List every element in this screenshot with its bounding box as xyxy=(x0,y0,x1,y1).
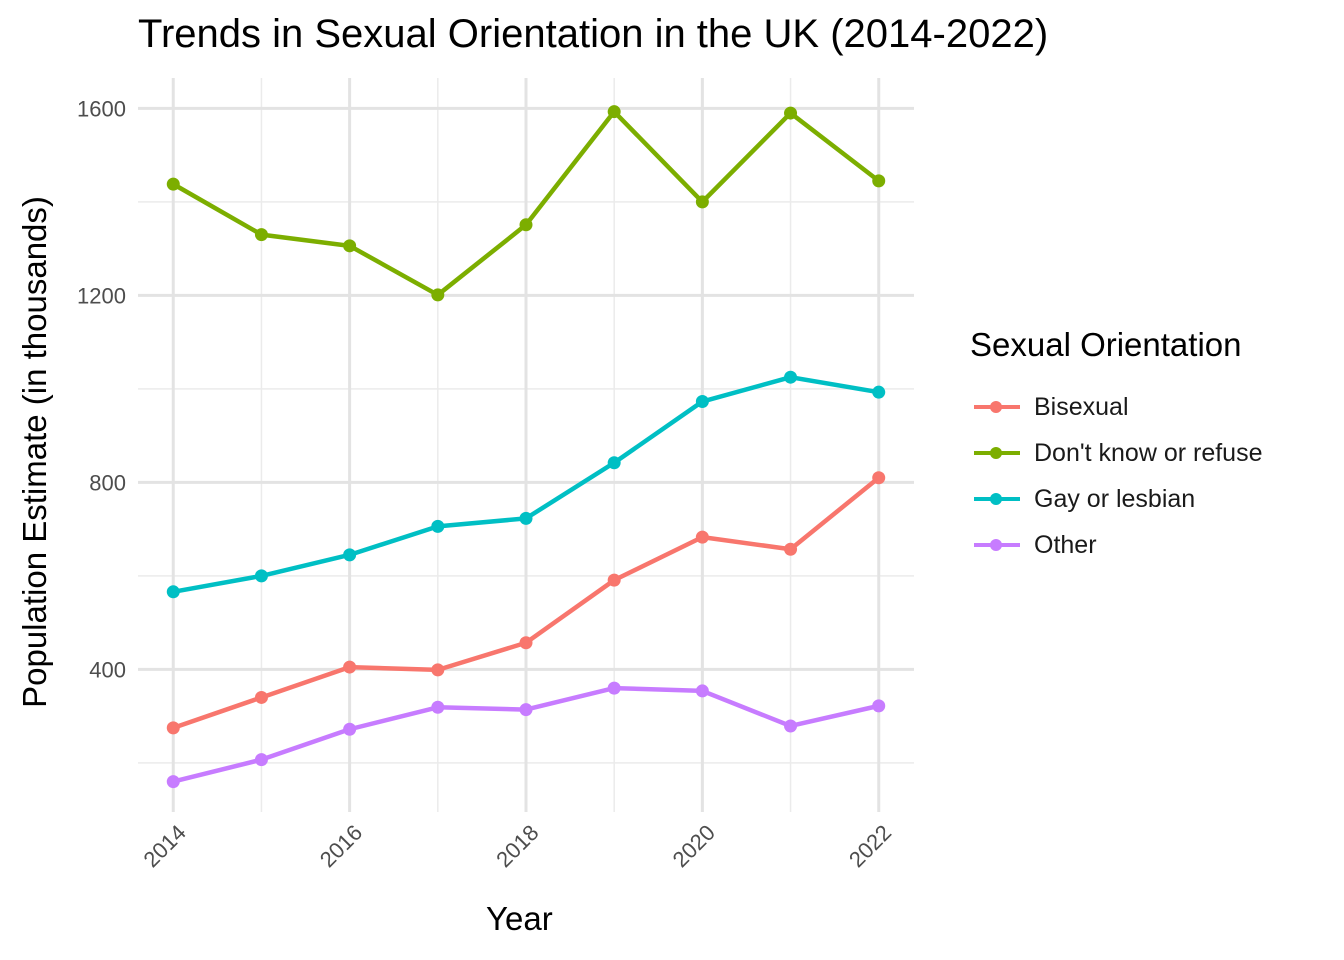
data-point xyxy=(431,663,445,677)
data-point xyxy=(519,703,533,717)
x-tick-label: 2014 xyxy=(139,820,191,872)
legend-key xyxy=(970,522,1020,568)
legend-key-point xyxy=(990,493,1002,505)
data-point xyxy=(872,385,886,399)
x-tick-label: 2018 xyxy=(491,820,543,872)
y-tick-label: 400 xyxy=(89,657,126,682)
data-point xyxy=(695,195,709,209)
data-point xyxy=(607,681,621,695)
data-point xyxy=(519,218,533,232)
data-point xyxy=(343,722,357,736)
data-point xyxy=(784,719,798,733)
data-point xyxy=(695,395,709,409)
legend-item: Other xyxy=(970,522,1263,568)
data-point xyxy=(519,511,533,525)
x-tick-label: 2016 xyxy=(315,820,367,872)
legend-label: Bisexual xyxy=(1034,392,1129,421)
data-point xyxy=(607,105,621,119)
y-axis-label: Population Estimate (in thousands) xyxy=(16,196,53,708)
data-point xyxy=(254,228,268,242)
y-tick-label: 1200 xyxy=(77,283,126,308)
data-point xyxy=(872,699,886,713)
data-point xyxy=(431,288,445,302)
chart-title: Trends in Sexual Orientation in the UK (… xyxy=(138,12,1049,56)
data-point xyxy=(254,690,268,704)
data-point xyxy=(784,542,798,556)
data-point xyxy=(784,106,798,120)
data-point xyxy=(254,753,268,767)
legend-key-point xyxy=(990,401,1002,413)
legend-key xyxy=(970,476,1020,522)
legend-key-point xyxy=(990,447,1002,459)
legend-key xyxy=(970,430,1020,476)
data-point xyxy=(166,585,180,599)
data-point xyxy=(872,471,886,485)
data-point xyxy=(343,239,357,253)
legend-key-point xyxy=(990,539,1002,551)
y-tick-label: 1600 xyxy=(77,96,126,121)
legend-item: Gay or lesbian xyxy=(970,476,1263,522)
x-tick-label: 2022 xyxy=(844,820,896,872)
x-tick-label: 2020 xyxy=(668,820,720,872)
legend-items: Bisexual Don't know or refuse Gay or lesbi… xyxy=(970,384,1263,568)
y-tick-label: 800 xyxy=(89,470,126,495)
data-point xyxy=(166,721,180,735)
data-point xyxy=(343,660,357,674)
data-point xyxy=(343,548,357,562)
data-point xyxy=(166,775,180,789)
legend-item: Bisexual xyxy=(970,384,1263,430)
data-point xyxy=(872,174,886,188)
data-point xyxy=(784,370,798,384)
legend: Sexual Orientation Bisexual Don't know or… xyxy=(970,326,1263,568)
data-point xyxy=(431,519,445,533)
data-point xyxy=(695,530,709,544)
data-point xyxy=(166,177,180,191)
data-point xyxy=(607,573,621,587)
data-point xyxy=(695,684,709,698)
data-point xyxy=(519,636,533,650)
legend-label: Don't know or refuse xyxy=(1034,438,1263,467)
data-point xyxy=(431,700,445,714)
legend-label: Other xyxy=(1034,530,1097,559)
data-point xyxy=(607,456,621,470)
legend-key xyxy=(970,384,1020,430)
legend-item: Don't know or refuse xyxy=(970,430,1263,476)
x-axis-label: Year xyxy=(486,900,553,937)
legend-title: Sexual Orientation xyxy=(970,326,1242,363)
data-point xyxy=(254,569,268,583)
legend-label: Gay or lesbian xyxy=(1034,484,1196,513)
